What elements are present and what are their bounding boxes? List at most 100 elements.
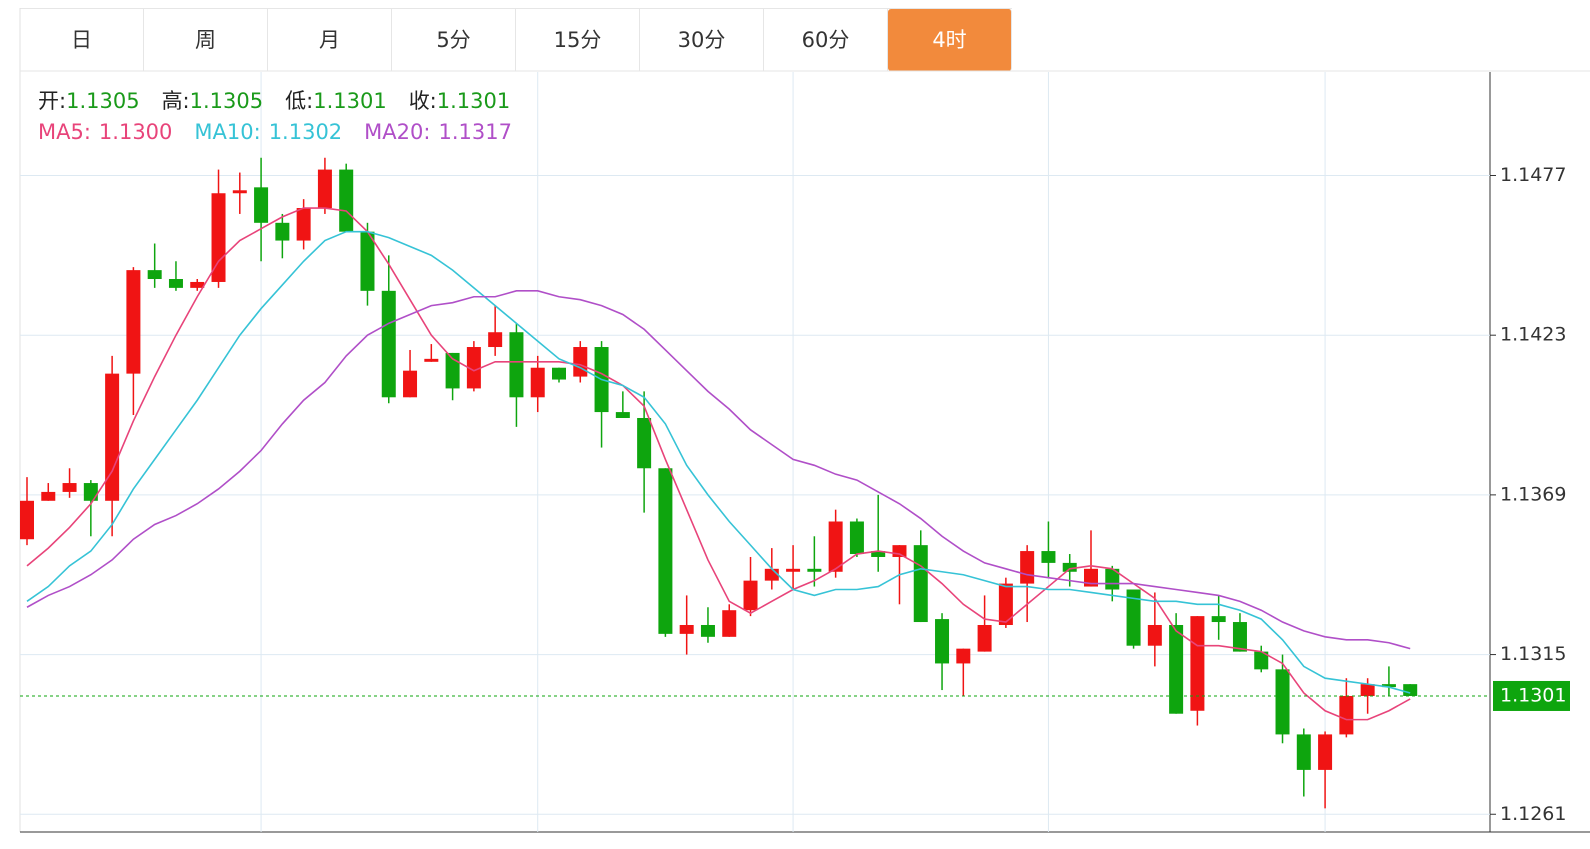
candle-body — [360, 231, 375, 291]
candle-body — [743, 580, 758, 611]
legend-value: 1.1317 — [438, 120, 512, 144]
ma-line — [26, 290, 1411, 650]
info-panel: 开:1.1305 高:1.1305 低:1.1301 收:1.1301 MA5: 1.1… — [38, 86, 512, 148]
candle-body — [232, 190, 247, 194]
tab[interactable]: 月 — [268, 9, 392, 71]
legend-name: MA5: — [38, 120, 91, 144]
candle-body — [722, 610, 737, 637]
candle-body — [849, 521, 864, 555]
tab-bar: 日周月 5分 15分 30分 60分 4时 — [20, 8, 1012, 71]
info-label: 收: — [408, 89, 437, 113]
info-item: 高:1.1305 — [162, 86, 264, 117]
candle-body — [1126, 589, 1141, 646]
candle-body — [211, 193, 226, 282]
info-item: 开:1.1305 — [38, 86, 140, 117]
tab[interactable]: 30分 — [640, 9, 764, 71]
info-label: 高: — [161, 89, 190, 113]
last-price-tag — [1493, 680, 1570, 711]
candle-body — [1296, 734, 1311, 770]
candle-body — [20, 500, 34, 540]
info-value: 1.1305 — [66, 89, 140, 113]
legend-name: MA10: — [194, 120, 261, 144]
y-tick-label: 1.1315 — [1500, 643, 1566, 665]
candle-body — [807, 568, 822, 572]
last-price-label: 1.1301 — [1500, 684, 1566, 706]
candle-body — [317, 169, 332, 209]
candle-body — [1041, 551, 1056, 563]
candle-body — [41, 491, 56, 501]
tab[interactable]: 日 — [20, 9, 144, 71]
tab[interactable]: 4时 — [888, 9, 1012, 71]
candle-body — [381, 290, 396, 398]
candle-body — [764, 568, 779, 581]
info-label: 开: — [38, 89, 67, 113]
candle-body — [913, 545, 928, 623]
candle-body — [1020, 551, 1035, 584]
candle-body — [1190, 616, 1205, 711]
candle-body — [1147, 624, 1162, 646]
candle-body — [998, 583, 1013, 625]
candle-body — [1339, 695, 1354, 735]
legend-value: 1.1300 — [98, 120, 173, 144]
y-tick-label: 1.1261 — [1500, 803, 1566, 825]
candle-body — [871, 551, 886, 557]
ma-line — [26, 207, 1411, 721]
candle-body — [424, 358, 439, 362]
candle-body — [254, 187, 269, 223]
candle-body — [892, 545, 907, 557]
ma-row: MA5: 1.1300 MA10: 1.1302 MA20: 1.1317 — [38, 117, 512, 148]
ohlc-row: 开:1.1305 高:1.1305 低:1.1301 收:1.1301 — [38, 86, 512, 117]
candle-body — [1169, 624, 1184, 714]
candle-body — [445, 352, 460, 389]
candle-body — [700, 624, 715, 637]
legend-item: MA5: 1.1300 — [38, 117, 172, 148]
candle-body — [573, 347, 588, 377]
candle-body — [1360, 684, 1375, 696]
candle-body — [658, 468, 673, 634]
candle-body — [1232, 622, 1247, 652]
info-item: 收:1.1301 — [409, 86, 511, 117]
tab[interactable]: 5分 — [392, 9, 516, 71]
candle-body — [615, 412, 630, 418]
info-value: 1.1305 — [189, 89, 264, 113]
info-value: 1.1301 — [313, 89, 387, 113]
candle-body — [147, 270, 162, 280]
candle-body — [935, 619, 950, 664]
legend-name: MA20: — [364, 120, 431, 144]
y-tick-label: 1.1477 — [1500, 164, 1566, 186]
legend-value: 1.1302 — [268, 120, 343, 144]
legend-item: MA10: 1.1302 — [194, 117, 342, 148]
candle-body — [828, 521, 843, 572]
legend-item: MA20: 1.1317 — [364, 117, 512, 148]
candle-body — [339, 169, 354, 232]
candle-body — [1318, 734, 1333, 770]
candle-body — [62, 483, 77, 492]
candle-body — [275, 222, 290, 241]
y-tick-label: 1.1369 — [1500, 483, 1566, 505]
candle-body — [190, 281, 205, 288]
candle-body — [126, 270, 141, 374]
candle-body — [1062, 562, 1077, 572]
candle-body — [105, 373, 120, 501]
tab[interactable]: 60分 — [764, 9, 888, 71]
candle-body — [83, 483, 98, 501]
y-tick-label: 1.1423 — [1500, 324, 1566, 346]
ma-line — [26, 230, 1411, 694]
candle-body — [168, 279, 183, 288]
candle-body — [977, 624, 992, 652]
candle-body — [1084, 568, 1098, 587]
candle-body — [1211, 616, 1226, 623]
candle-body — [530, 367, 545, 398]
candle-body — [637, 417, 652, 469]
tab[interactable]: 15分 — [516, 9, 640, 71]
candle-body — [509, 332, 524, 398]
candle-body — [466, 347, 481, 389]
candle-body — [1275, 669, 1290, 735]
candle-body — [403, 370, 418, 398]
candle-body — [488, 332, 503, 348]
candle-body — [296, 208, 311, 241]
tab[interactable]: 周 — [144, 9, 268, 71]
candle-body — [679, 624, 694, 634]
candle-body — [552, 367, 566, 380]
